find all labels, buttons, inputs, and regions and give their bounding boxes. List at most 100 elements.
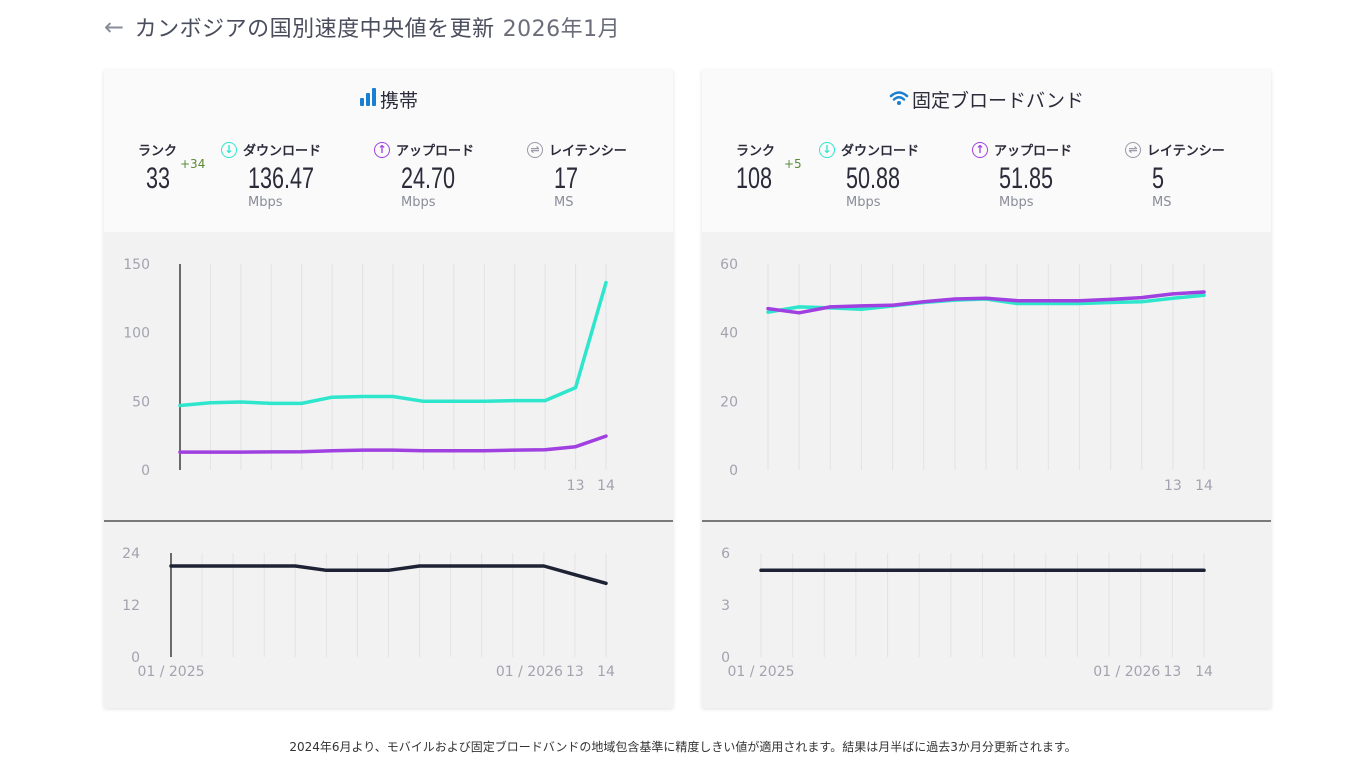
- latency-data-point: [418, 564, 422, 568]
- latency-data-point: [573, 573, 577, 577]
- upload-data-point: [482, 449, 486, 453]
- upload-unit: Mbps: [401, 195, 436, 210]
- upload-data-point: [984, 296, 988, 300]
- download-data-point: [361, 395, 365, 399]
- latency-swap-icon: ⇌: [527, 141, 543, 158]
- upload-data-point: [574, 445, 578, 449]
- latency-data-point: [293, 564, 297, 568]
- download-label: ダウンロード: [243, 144, 322, 159]
- download-data-point: [269, 401, 273, 405]
- upload-arrow-icon: ↑: [972, 141, 988, 158]
- latency-data-point: [1202, 568, 1206, 572]
- y-tick-label: 50: [132, 394, 150, 410]
- download-data-point: [452, 399, 456, 403]
- download-value: 136.47: [248, 162, 315, 195]
- download-data-point: [543, 399, 547, 403]
- rank-label: ランク: [736, 144, 776, 159]
- upload-data-point: [797, 311, 801, 315]
- arrow-left-icon[interactable]: ←: [104, 13, 125, 41]
- line-chart: 0 12 24 01 / 2025 01 / 2026 13 14: [122, 546, 615, 680]
- latency-value: 5: [1152, 162, 1165, 195]
- latency-data-point: [917, 568, 921, 572]
- upload-data-point: [922, 300, 926, 304]
- latency-value: 17: [554, 162, 579, 195]
- download-data-point: [178, 403, 182, 407]
- latency-data-point: [1012, 568, 1016, 572]
- latency-data-point: [1139, 568, 1143, 572]
- upload-data-point: [300, 450, 304, 454]
- card-title-text: 固定ブロードバンド: [912, 90, 1084, 112]
- latency-data-point: [822, 568, 826, 572]
- download-data-point: [859, 307, 863, 311]
- x-tick-label: 13: [566, 664, 584, 680]
- latency-swap-icon: ⇌: [1125, 141, 1141, 158]
- upload-data-point: [239, 450, 243, 454]
- upload-data-point: [766, 307, 770, 311]
- download-data-point: [330, 395, 334, 399]
- x-tick-label: 14: [597, 478, 615, 494]
- upload-label: アップロード: [396, 144, 475, 159]
- latency-data-point: [200, 564, 204, 568]
- latency-label: レイテンシー: [549, 144, 627, 159]
- latency-data-point: [355, 568, 359, 572]
- latency-data-point: [1044, 568, 1048, 572]
- rank-change: +5: [784, 157, 802, 171]
- x-tick-label: 14: [1195, 664, 1213, 680]
- upload-data-point: [330, 449, 334, 453]
- upload-data-point: [1077, 299, 1081, 303]
- x-tick-label: 01 / 2026: [496, 664, 563, 680]
- upload-data-point: [208, 450, 212, 454]
- latency-data-point: [854, 568, 858, 572]
- wifi-icon: [889, 89, 909, 111]
- upload-metric: ↑ アップロード 51.85 Mbps: [972, 140, 1074, 210]
- latency-data-point: [511, 564, 515, 568]
- y-tick-label: 0: [141, 463, 150, 479]
- x-tick-label: 14: [597, 664, 615, 680]
- upload-value: 24.70: [401, 162, 456, 195]
- card-title-text: 携帯: [379, 90, 418, 112]
- y-tick-label: 3: [721, 598, 730, 614]
- latency-data-point: [231, 564, 235, 568]
- latency-data-point: [324, 568, 328, 572]
- x-tick-label: 14: [1195, 478, 1213, 494]
- upload-data-point: [828, 305, 832, 309]
- upload-data-point: [421, 449, 425, 453]
- line-chart: 0 20 40 60 13 14: [720, 257, 1213, 494]
- latency-data-point: [1075, 568, 1079, 572]
- latency-data-point: [949, 568, 953, 572]
- download-metric: ↓ ダウンロード 136.47 Mbps: [221, 140, 340, 210]
- download-data-point: [574, 386, 578, 390]
- download-unit: Mbps: [846, 195, 881, 210]
- upload-value: 51.85: [999, 162, 1054, 195]
- x-tick-label: 13: [567, 478, 585, 494]
- page-title: カンボジアの国別速度中央値を更新: [134, 17, 495, 42]
- download-data-point: [208, 401, 212, 405]
- latency-data-point: [1170, 568, 1174, 572]
- latency-data-point: [1107, 568, 1111, 572]
- upload-data-point: [361, 448, 365, 452]
- x-tick-label: 13: [1163, 664, 1181, 680]
- y-tick-label: 20: [720, 394, 738, 410]
- card-header: 携帯 ランク 33 +34 ↓ ダウンロード 136.47 Mbps ↑ アップロー…: [104, 70, 673, 232]
- download-unit: Mbps: [248, 195, 283, 210]
- page-title-bar: ← カンボジアの国別速度中央値を更新 2026年1月: [104, 10, 620, 44]
- card-title: 携帯: [104, 86, 673, 113]
- download-data-point: [513, 399, 517, 403]
- download-data-point: [391, 395, 395, 399]
- latency-data-point: [981, 568, 984, 572]
- upload-data-point: [1171, 292, 1175, 296]
- download-data-point: [766, 310, 770, 314]
- y-tick-label: 150: [123, 257, 150, 273]
- rank-metric: ランク 108: [736, 140, 786, 195]
- latency-unit: MS: [1152, 195, 1172, 210]
- upload-label: アップロード: [994, 144, 1073, 159]
- rank-value: 108: [736, 162, 773, 195]
- latency-data-point: [791, 568, 795, 572]
- line-chart: 0 3 6 01 / 2025 01 / 2026 13 14: [721, 546, 1213, 680]
- latency-data-point: [542, 564, 546, 568]
- fixed-broadband-card: 固定ブロードバンド ランク 108 +5 ↓ ダウンロード 50.88 Mbps …: [702, 70, 1271, 708]
- upload-data-point: [1046, 299, 1050, 303]
- latency-data-point: [387, 568, 390, 572]
- mobile-card: 携帯 ランク 33 +34 ↓ ダウンロード 136.47 Mbps ↑ アップロー…: [104, 70, 673, 708]
